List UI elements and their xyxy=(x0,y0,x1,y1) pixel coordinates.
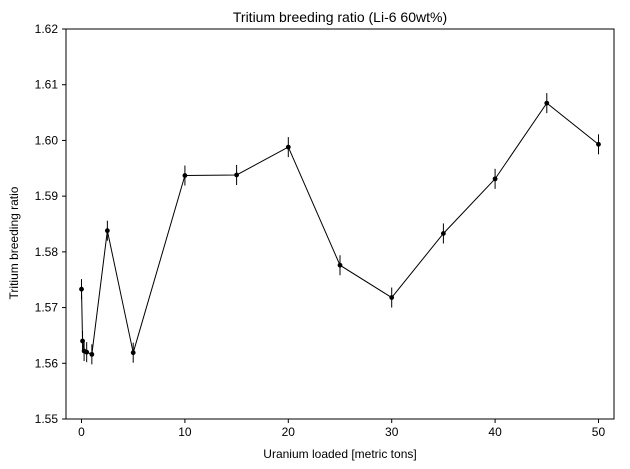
x-tick-label: 30 xyxy=(385,425,399,439)
chart-title: Tritium breeding ratio (Li-6 60wt%) xyxy=(233,9,447,25)
data-point xyxy=(80,338,85,344)
data-point xyxy=(285,144,291,150)
data-point xyxy=(130,350,136,356)
data-point xyxy=(234,172,240,178)
x-tick-label: 20 xyxy=(282,425,296,439)
tick-group: 0 10 20 30 40 50 1.55 1.56 1.57 1.58 1.59 1.60 1.61 1… xyxy=(35,22,606,439)
data-point xyxy=(84,349,90,355)
data-point xyxy=(104,228,110,234)
data-point xyxy=(389,295,395,300)
data-point xyxy=(182,173,188,178)
data-point xyxy=(544,100,550,106)
data-point xyxy=(596,141,601,147)
data-point xyxy=(337,262,343,268)
x-tick-label: 50 xyxy=(592,425,606,439)
series-line xyxy=(81,102,599,356)
y-axis-label: Tritium breeding ratio xyxy=(7,186,21,299)
data-point xyxy=(89,351,95,357)
data-point xyxy=(79,286,84,292)
data-point xyxy=(492,176,498,182)
x-tick-label: 0 xyxy=(78,425,85,439)
x-axis-label: Uranium loaded [metric tons] xyxy=(263,447,416,461)
x-tick-label: 40 xyxy=(488,425,502,439)
y-tick-label: 1.58 xyxy=(35,245,59,259)
y-tick-label: 1.57 xyxy=(35,301,59,315)
y-tick-label: 1.56 xyxy=(35,356,59,370)
y-tick-label: 1.59 xyxy=(35,189,59,203)
y-tick-label: 1.55 xyxy=(35,412,59,426)
y-tick-label: 1.60 xyxy=(35,133,59,147)
x-tick-label: 10 xyxy=(178,425,192,439)
data-point xyxy=(440,231,446,236)
plot-group xyxy=(65,28,615,420)
y-tick-label: 1.62 xyxy=(35,22,59,36)
y-tick-label: 1.61 xyxy=(35,78,59,92)
plot-frame xyxy=(65,28,615,420)
